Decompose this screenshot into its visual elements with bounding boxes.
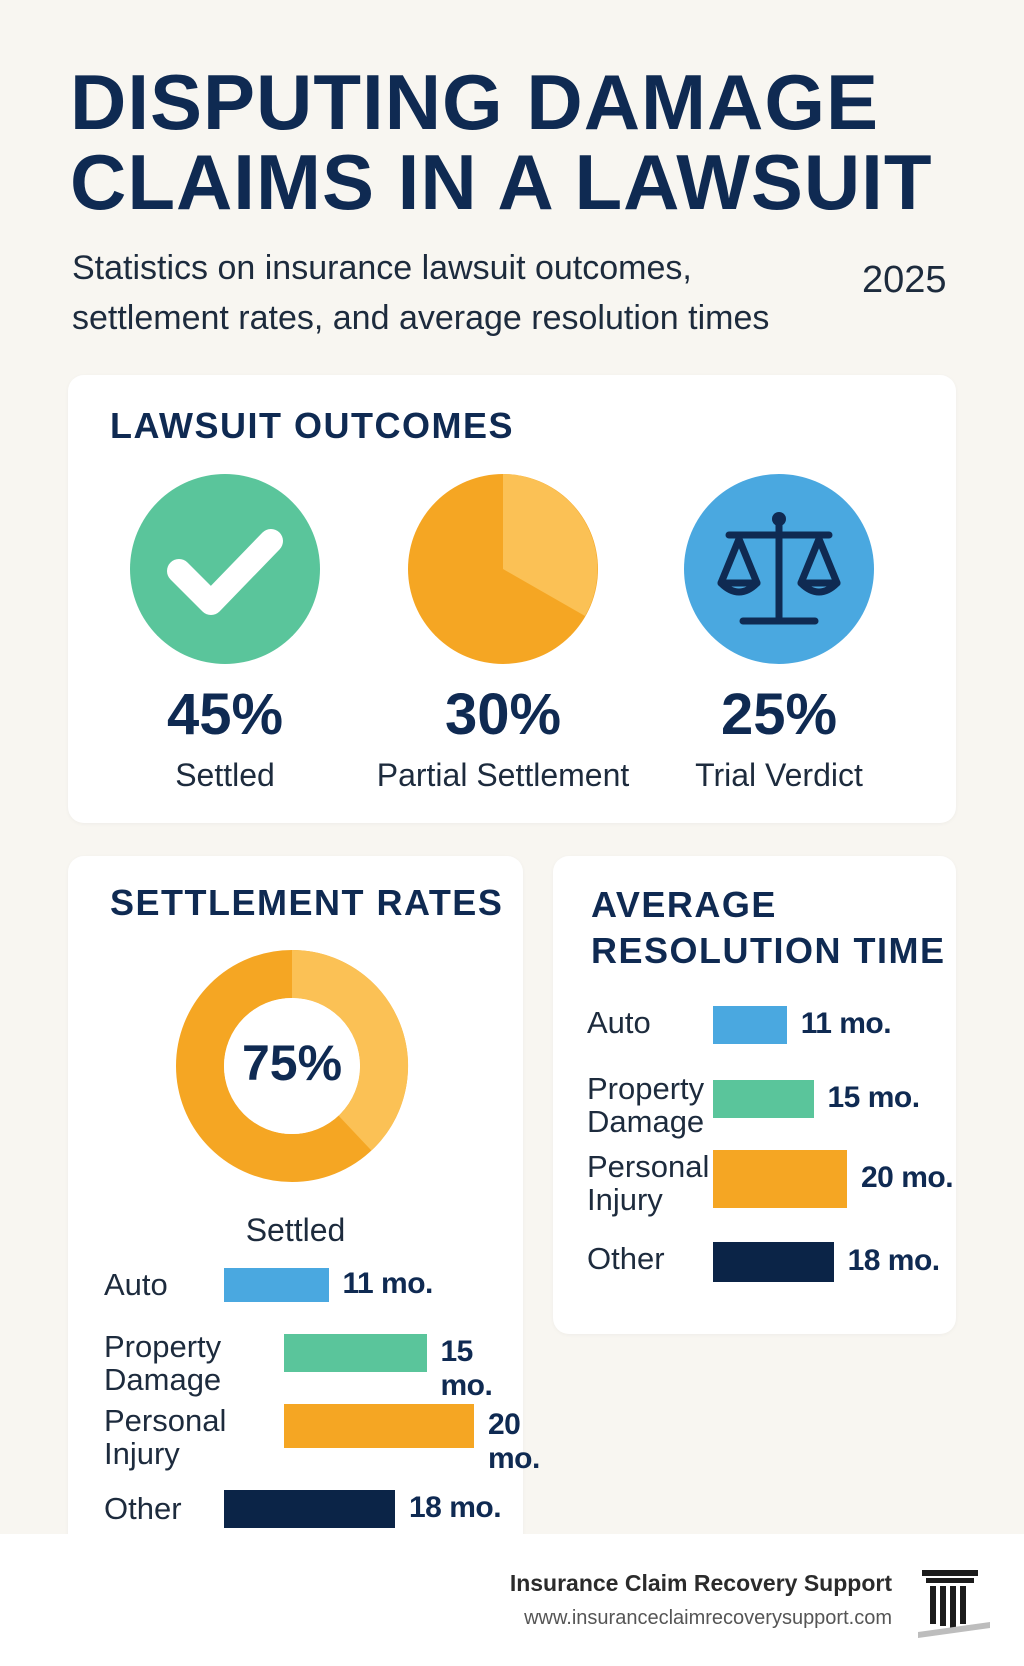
settlement-bar-chart: Auto 11 mo. Property Damage 15 mo. Personal In… <box>104 1267 540 1558</box>
bar-value-label: 18 mo. <box>847 1244 941 1277</box>
bar-value-label: 18 mo. <box>409 1491 502 1524</box>
checkmark-icon <box>130 474 320 664</box>
resolution-time-card: AVERAGE RESOLUTION TIME Auto 11 mo. Proper… <box>553 856 956 1334</box>
resolution-time-title: AVERAGE RESOLUTION TIME <box>591 882 946 974</box>
lawsuit-outcomes-card: LAWSUIT OUTCOMES 45% Settled 30% Partial… <box>68 375 956 823</box>
bar-label: Auto <box>104 1267 168 1302</box>
outcome-partial-settlement: 30% Partial Settlement <box>358 473 648 795</box>
bar-label: Auto <box>587 1005 651 1040</box>
outcome-label: Trial Verdict <box>695 757 863 793</box>
bar-row: Other 18 mo. <box>587 1242 956 1312</box>
resolution-bar-chart: Auto 11 mo. Property Damage 15 mo. Personal In… <box>587 1006 956 1316</box>
bar <box>224 1490 395 1528</box>
subtitle-line-2: settlement rates, and average resolution… <box>72 299 770 337</box>
bar-label: Personal Injury <box>104 1403 227 1471</box>
bar <box>713 1150 847 1208</box>
title-line-2: CLAIMS IN A LAWSUIT <box>70 138 933 226</box>
bar-value-label: 11 mo. <box>342 1267 434 1300</box>
outcome-percent: 45% <box>166 682 284 747</box>
footer <box>0 1534 1024 1666</box>
footer-url[interactable]: www.insuranceclaimrecoverysupport.com <box>524 1607 892 1629</box>
title-line-1: DISPUTING DAMAGE <box>70 58 880 146</box>
column-logo-icon <box>918 1570 990 1638</box>
bar <box>713 1006 787 1044</box>
subtitle-line-1: Statistics on insurance lawsuit outcomes… <box>72 249 692 287</box>
bar-label: Personal Injury <box>587 1149 710 1217</box>
bar <box>284 1404 474 1448</box>
donut-slice <box>291 950 408 1151</box>
bar-label: Other <box>587 1241 665 1276</box>
donut-hole <box>224 998 360 1134</box>
bar-label: Property Damage <box>104 1329 222 1397</box>
scales-icon <box>684 474 874 664</box>
bar-label: Property Damage <box>587 1071 705 1139</box>
bar <box>713 1080 814 1118</box>
pie-icon <box>408 474 598 664</box>
bar <box>284 1334 427 1372</box>
footer-brand: Insurance Claim Recovery Support <box>509 1570 892 1596</box>
bar-row: Property Damage 15 mo. <box>587 1072 956 1150</box>
bar-value-label: 11 mo. <box>800 1007 892 1040</box>
bar-value-label: 20 mo. <box>488 1408 540 1475</box>
outcome-settled: 45% Settled <box>80 473 370 795</box>
bar-value-label: 15 mo. <box>440 1335 493 1402</box>
bar-row: Auto 11 mo. <box>104 1267 523 1338</box>
outcome-percent: 25% <box>720 682 838 747</box>
page-subtitle: Statistics on insurance lawsuit outcomes… <box>72 243 852 343</box>
bar-value-label: 20 mo. <box>861 1161 954 1194</box>
settlement-rates-card: SETTLEMENT RATES 75% Settled Auto 11 mo. P… <box>68 856 540 1558</box>
donut-label: Settled <box>245 1212 346 1248</box>
donut-center-value: 75% <box>242 1035 342 1091</box>
settlement-donut: 75% <box>176 950 408 1182</box>
page-title: DISPUTING DAMAGE CLAIMS IN A LAWSUIT <box>70 62 970 222</box>
bar-row: Auto 11 mo. <box>587 1006 956 1076</box>
settlement-rates-title: SETTLEMENT RATES <box>110 882 504 923</box>
bar-row: Other 18 mo. <box>104 1490 523 1562</box>
outcome-percent: 30% <box>444 682 562 747</box>
resolution-title-line-1: AVERAGE <box>591 884 777 925</box>
outcome-trial-verdict: 25% Trial Verdict <box>634 473 924 795</box>
bar <box>713 1242 834 1282</box>
outcome-label: Settled <box>175 757 275 793</box>
bar-row: Property Damage 15 mo. <box>104 1330 523 1408</box>
bar-row: Personal Injury 20 mo. <box>104 1404 540 1482</box>
outcome-label: Partial Settlement <box>376 757 630 793</box>
bar-label: Other <box>104 1491 182 1526</box>
year-label: 2025 <box>862 259 947 301</box>
resolution-title-line-2: RESOLUTION TIME <box>591 930 946 971</box>
bar-value-label: 15 mo. <box>827 1081 921 1114</box>
bar <box>224 1268 329 1302</box>
lawsuit-outcomes-title: LAWSUIT OUTCOMES <box>110 405 514 446</box>
bar-row: Personal Injury 20 mo. <box>587 1150 956 1228</box>
